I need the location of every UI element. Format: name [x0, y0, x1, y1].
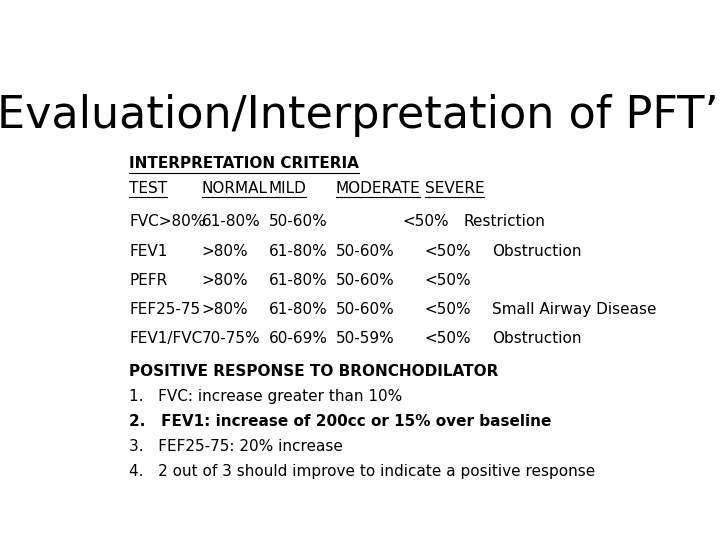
- Text: >80%: >80%: [202, 302, 248, 317]
- Text: <50%: <50%: [425, 273, 472, 288]
- Text: Small Airway Disease: Small Airway Disease: [492, 302, 656, 317]
- Text: Obstruction: Obstruction: [492, 331, 581, 346]
- Text: Evaluation/Interpretation of PFT’s: Evaluation/Interpretation of PFT’s: [0, 94, 720, 137]
- Text: 50-60%: 50-60%: [336, 273, 395, 288]
- Text: PEFR: PEFR: [129, 273, 167, 288]
- Text: NORMAL: NORMAL: [202, 181, 268, 196]
- Text: 50-59%: 50-59%: [336, 331, 395, 346]
- Text: 61-80%: 61-80%: [269, 244, 328, 259]
- Text: POSITIVE RESPONSE TO BRONCHODILATOR: POSITIVE RESPONSE TO BRONCHODILATOR: [129, 364, 498, 379]
- Text: INTERPRETATION CRITERIA: INTERPRETATION CRITERIA: [129, 156, 359, 171]
- Text: 70-75%: 70-75%: [202, 331, 260, 346]
- Text: MODERATE: MODERATE: [336, 181, 420, 196]
- Text: >80%: >80%: [202, 273, 248, 288]
- Text: 4.   2 out of 3 should improve to indicate a positive response: 4. 2 out of 3 should improve to indicate…: [129, 464, 595, 479]
- Text: <50%: <50%: [425, 244, 472, 259]
- Text: 50-60%: 50-60%: [336, 302, 395, 317]
- Text: FEV1: FEV1: [129, 244, 168, 259]
- Text: FEF25-75: FEF25-75: [129, 302, 200, 317]
- Text: <50%: <50%: [425, 331, 472, 346]
- Text: 61-80%: 61-80%: [202, 214, 261, 230]
- Text: Obstruction: Obstruction: [492, 244, 581, 259]
- Text: 1.   FVC: increase greater than 10%: 1. FVC: increase greater than 10%: [129, 389, 402, 404]
- Text: <50%: <50%: [425, 302, 472, 317]
- Text: 60-69%: 60-69%: [269, 331, 328, 346]
- Text: 61-80%: 61-80%: [269, 302, 328, 317]
- Text: 3.   FEF25-75: 20% increase: 3. FEF25-75: 20% increase: [129, 439, 343, 454]
- Text: 50-60%: 50-60%: [269, 214, 328, 230]
- Text: 50-60%: 50-60%: [336, 244, 395, 259]
- Text: FVC>80%: FVC>80%: [129, 214, 205, 230]
- Text: TEST: TEST: [129, 181, 167, 196]
- Text: 61-80%: 61-80%: [269, 273, 328, 288]
- Text: >80%: >80%: [202, 244, 248, 259]
- Text: <50%: <50%: [402, 214, 449, 230]
- Text: FEV1/FVC: FEV1/FVC: [129, 331, 202, 346]
- Text: MILD: MILD: [269, 181, 307, 196]
- Text: SEVERE: SEVERE: [425, 181, 485, 196]
- Text: Restriction: Restriction: [464, 214, 546, 230]
- Text: 2.   FEV1: increase of 200cc or 15% over baseline: 2. FEV1: increase of 200cc or 15% over b…: [129, 414, 552, 429]
